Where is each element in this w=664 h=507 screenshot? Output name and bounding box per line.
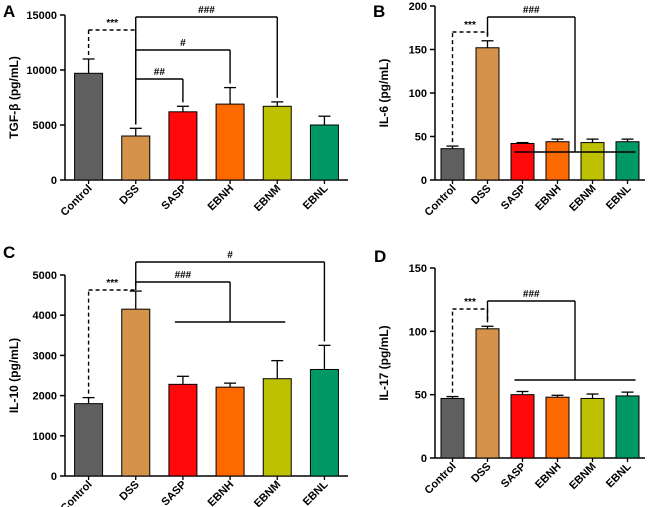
bar-c-ebnh — [215, 386, 245, 477]
sig-label-a: *** — [106, 18, 118, 29]
bar-b-dss — [475, 47, 500, 181]
bar-a-sasp — [168, 111, 198, 181]
panel-d-chart: 0 50 100 150 IL-17 (pg/mL) Control DSS SASP EBNH… — [377, 263, 645, 497]
y-tick-label-d: 50 — [415, 390, 427, 402]
y-tick-label-a: 15000 — [26, 10, 57, 22]
y-tick-label-b: 200 — [409, 1, 427, 13]
y-axis-title-b: IL-6 (pg/mL) — [377, 59, 391, 128]
panel-letter-c: C — [3, 243, 15, 262]
bar-a-ebnh — [215, 103, 245, 181]
bar-c-ebnl — [309, 368, 339, 477]
bar-d-dss — [475, 328, 500, 459]
x-tick-label-d-control: Control — [422, 461, 458, 497]
y-axis-title-d: IL-17 (pg/mL) — [377, 325, 391, 400]
bar-a-ebnm — [262, 105, 292, 181]
x-tick-label-b-sasp: SASP — [499, 183, 529, 213]
y-tick-label-a: 10000 — [26, 65, 57, 77]
sig-label-b: *** — [464, 20, 476, 31]
bar-b-ebnl — [615, 141, 640, 181]
x-tick-label-c-ebnl: EBNL — [301, 478, 331, 507]
x-tick-label-b-ebnl: EBNL — [604, 182, 634, 212]
sig-label-b: ### — [523, 5, 540, 16]
sig-label-a: ## — [154, 67, 166, 78]
x-tick-label-d-ebnh: EBNH — [533, 461, 564, 492]
bar-b-sasp — [510, 142, 535, 181]
y-tick-label-b: 100 — [409, 88, 427, 100]
y-tick-label-d: 0 — [421, 453, 427, 465]
sig-label-c: *** — [106, 278, 118, 289]
y-tick-label-d: 100 — [409, 326, 427, 338]
panel-letter-d: D — [374, 247, 386, 266]
bar-d-control — [440, 397, 465, 459]
bar-d-sasp — [510, 394, 535, 459]
x-tick-label-b-control: Control — [422, 183, 458, 219]
y-tick-label-c: 2000 — [33, 391, 57, 403]
x-tick-label-b-ebnh: EBNH — [533, 183, 564, 214]
y-tick-label-c: 3000 — [33, 350, 57, 362]
bar-a-dss — [121, 135, 151, 181]
x-tick-label-a-dss: DSS — [117, 183, 141, 207]
sig-label-a: ### — [198, 5, 215, 16]
x-tick-label-a-control: Control — [59, 183, 95, 219]
sig-label-d: ### — [523, 289, 540, 300]
x-tick-label-a-ebnm: EBNM — [252, 183, 283, 214]
bar-d-ebnl — [615, 395, 640, 459]
sig-label-d: *** — [464, 297, 476, 308]
y-tick-label-c: 0 — [51, 471, 57, 483]
panel-a-chart: 0 5000 10000 15000 TGF-β (pg/mL) Control DSS SA… — [7, 5, 348, 219]
y-axis-title-c: IL-10 (pg/mL) — [7, 338, 21, 413]
panel-letter-a: A — [3, 2, 15, 21]
panel-letter-b: B — [373, 2, 385, 21]
sig-label-c: ### — [175, 270, 192, 281]
y-tick-label-b: 0 — [421, 175, 427, 187]
y-tick-label-d: 150 — [409, 263, 427, 275]
y-axis-title-a: TGF-β (pg/mL) — [7, 56, 21, 139]
x-tick-label-c-dss: DSS — [117, 479, 141, 503]
bar-a-control — [74, 72, 104, 181]
y-tick-label-c: 1000 — [33, 431, 57, 443]
bar-c-dss — [121, 308, 151, 477]
x-tick-label-b-ebnm: EBNM — [567, 183, 598, 214]
x-tick-label-d-ebnl: EBNL — [604, 460, 634, 490]
sig-label-c: # — [227, 250, 233, 261]
x-tick-label-b-dss: DSS — [469, 183, 493, 207]
bar-b-control — [440, 148, 465, 181]
x-tick-label-c-ebnh: EBNH — [206, 479, 237, 507]
y-tick-label-a: 0 — [51, 175, 57, 187]
x-tick-label-a-ebnl: EBNL — [301, 182, 331, 212]
x-tick-label-d-sasp: SASP — [499, 461, 529, 491]
y-tick-label-c: 4000 — [33, 310, 57, 322]
x-tick-label-c-ebnm: EBNM — [252, 479, 283, 507]
y-tick-label-b: 50 — [415, 132, 427, 144]
y-tick-label-c: 5000 — [33, 270, 57, 282]
x-tick-label-a-sasp: SASP — [159, 183, 189, 213]
x-tick-label-d-ebnm: EBNM — [567, 461, 598, 492]
bar-b-ebnh — [545, 141, 570, 181]
bar-c-ebnm — [262, 378, 292, 477]
bar-c-sasp — [168, 383, 198, 477]
y-tick-label-b: 150 — [409, 45, 427, 57]
bar-b-ebnm — [580, 142, 605, 181]
bar-c-control — [74, 403, 104, 477]
x-tick-label-c-control: Control — [59, 479, 95, 507]
x-tick-label-d-dss: DSS — [469, 461, 493, 485]
x-tick-label-a-ebnh: EBNH — [206, 183, 237, 214]
bar-d-ebnh — [545, 396, 570, 459]
x-tick-label-c-sasp: SASP — [159, 479, 189, 507]
y-tick-label-a: 5000 — [33, 120, 57, 132]
bar-d-ebnm — [580, 397, 605, 459]
panel-c-chart: 0 1000 2000 3000 4000 5000 IL-10 (pg/mL) Contro… — [7, 250, 348, 507]
sig-label-a: # — [180, 38, 186, 49]
bar-a-ebnl — [309, 124, 339, 181]
